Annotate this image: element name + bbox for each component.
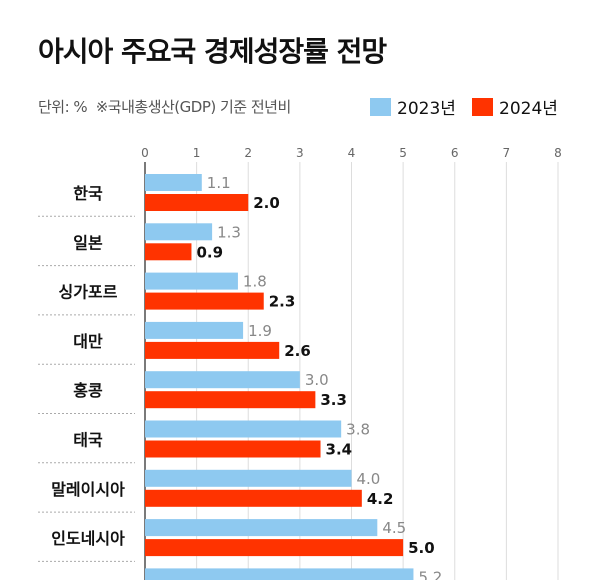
data-label: 2.6 xyxy=(284,342,311,360)
bar-2024 xyxy=(145,539,404,557)
category-label: 싱가포르 xyxy=(59,283,118,302)
bar-2023 xyxy=(145,519,378,537)
data-label: 4.5 xyxy=(382,519,406,537)
category-label: 대만 xyxy=(73,332,103,351)
tick-label: 4 xyxy=(348,146,356,160)
basis-note: ※국내총생산(GDP) 기준 전년비 xyxy=(95,98,292,116)
category-label: 홍콩 xyxy=(73,381,103,400)
bar-2024 xyxy=(145,391,316,409)
legend-swatch-2023 xyxy=(370,97,391,116)
bar-2023 xyxy=(145,272,238,290)
data-label: 4.2 xyxy=(367,490,394,508)
subtitle: 단위: % ※국내총생산(GDP) 기준 전년비 xyxy=(38,96,291,117)
bar-2024 xyxy=(145,194,249,211)
data-label: 3.0 xyxy=(305,371,329,389)
data-label: 2.3 xyxy=(269,293,296,311)
category-label: 인도네시아 xyxy=(51,529,125,548)
data-label: 1.1 xyxy=(207,174,231,192)
data-label: 0.9 xyxy=(196,243,223,261)
bar-2023 xyxy=(145,174,202,191)
chart-title: 아시아 주요국 경제성장률 전망 xyxy=(38,35,387,68)
category-label: 일본 xyxy=(73,233,103,252)
bar-2023 xyxy=(145,420,342,438)
category-label: 한국 xyxy=(73,184,103,203)
unit-note: 단위: % xyxy=(38,98,88,116)
data-label: 4.0 xyxy=(357,470,381,488)
bar-2023 xyxy=(145,371,300,389)
tick-label: 0 xyxy=(141,146,149,160)
legend-label-2023: 2023년 xyxy=(397,99,456,119)
data-label: 3.4 xyxy=(326,441,353,459)
data-label: 3.3 xyxy=(320,391,347,409)
category-label: 말레이시아 xyxy=(51,480,125,499)
bar-2024 xyxy=(145,341,280,359)
data-label: 3.8 xyxy=(346,421,370,439)
tick-label: 8 xyxy=(554,146,562,160)
legend-2024: 2024년 xyxy=(472,94,558,119)
legend-2023: 2023년 xyxy=(370,94,456,119)
data-label: 1.9 xyxy=(248,322,272,340)
bar-2023 xyxy=(145,321,244,339)
bar-2024 xyxy=(145,489,362,507)
data-label: 5.2 xyxy=(418,568,442,580)
tick-label: 3 xyxy=(296,146,304,160)
tick-label: 7 xyxy=(503,146,511,160)
tick-label: 5 xyxy=(399,146,407,160)
data-label: 5.0 xyxy=(408,539,435,557)
bar-2024 xyxy=(145,243,192,261)
bar-2023 xyxy=(145,469,352,487)
data-label: 2.0 xyxy=(253,194,280,212)
data-label: 1.8 xyxy=(243,273,267,291)
bar-2024 xyxy=(145,440,321,458)
data-label: 1.3 xyxy=(217,223,241,241)
bar-2024 xyxy=(145,292,264,310)
tick-label: 1 xyxy=(193,146,201,160)
tick-label: 2 xyxy=(244,146,252,160)
category-label: 태국 xyxy=(73,431,103,450)
bar-2023 xyxy=(145,223,213,241)
legend-label-2024: 2024년 xyxy=(499,99,558,119)
bar-2023 xyxy=(145,568,414,580)
legend-swatch-2024 xyxy=(472,97,493,116)
tick-label: 6 xyxy=(451,146,459,160)
